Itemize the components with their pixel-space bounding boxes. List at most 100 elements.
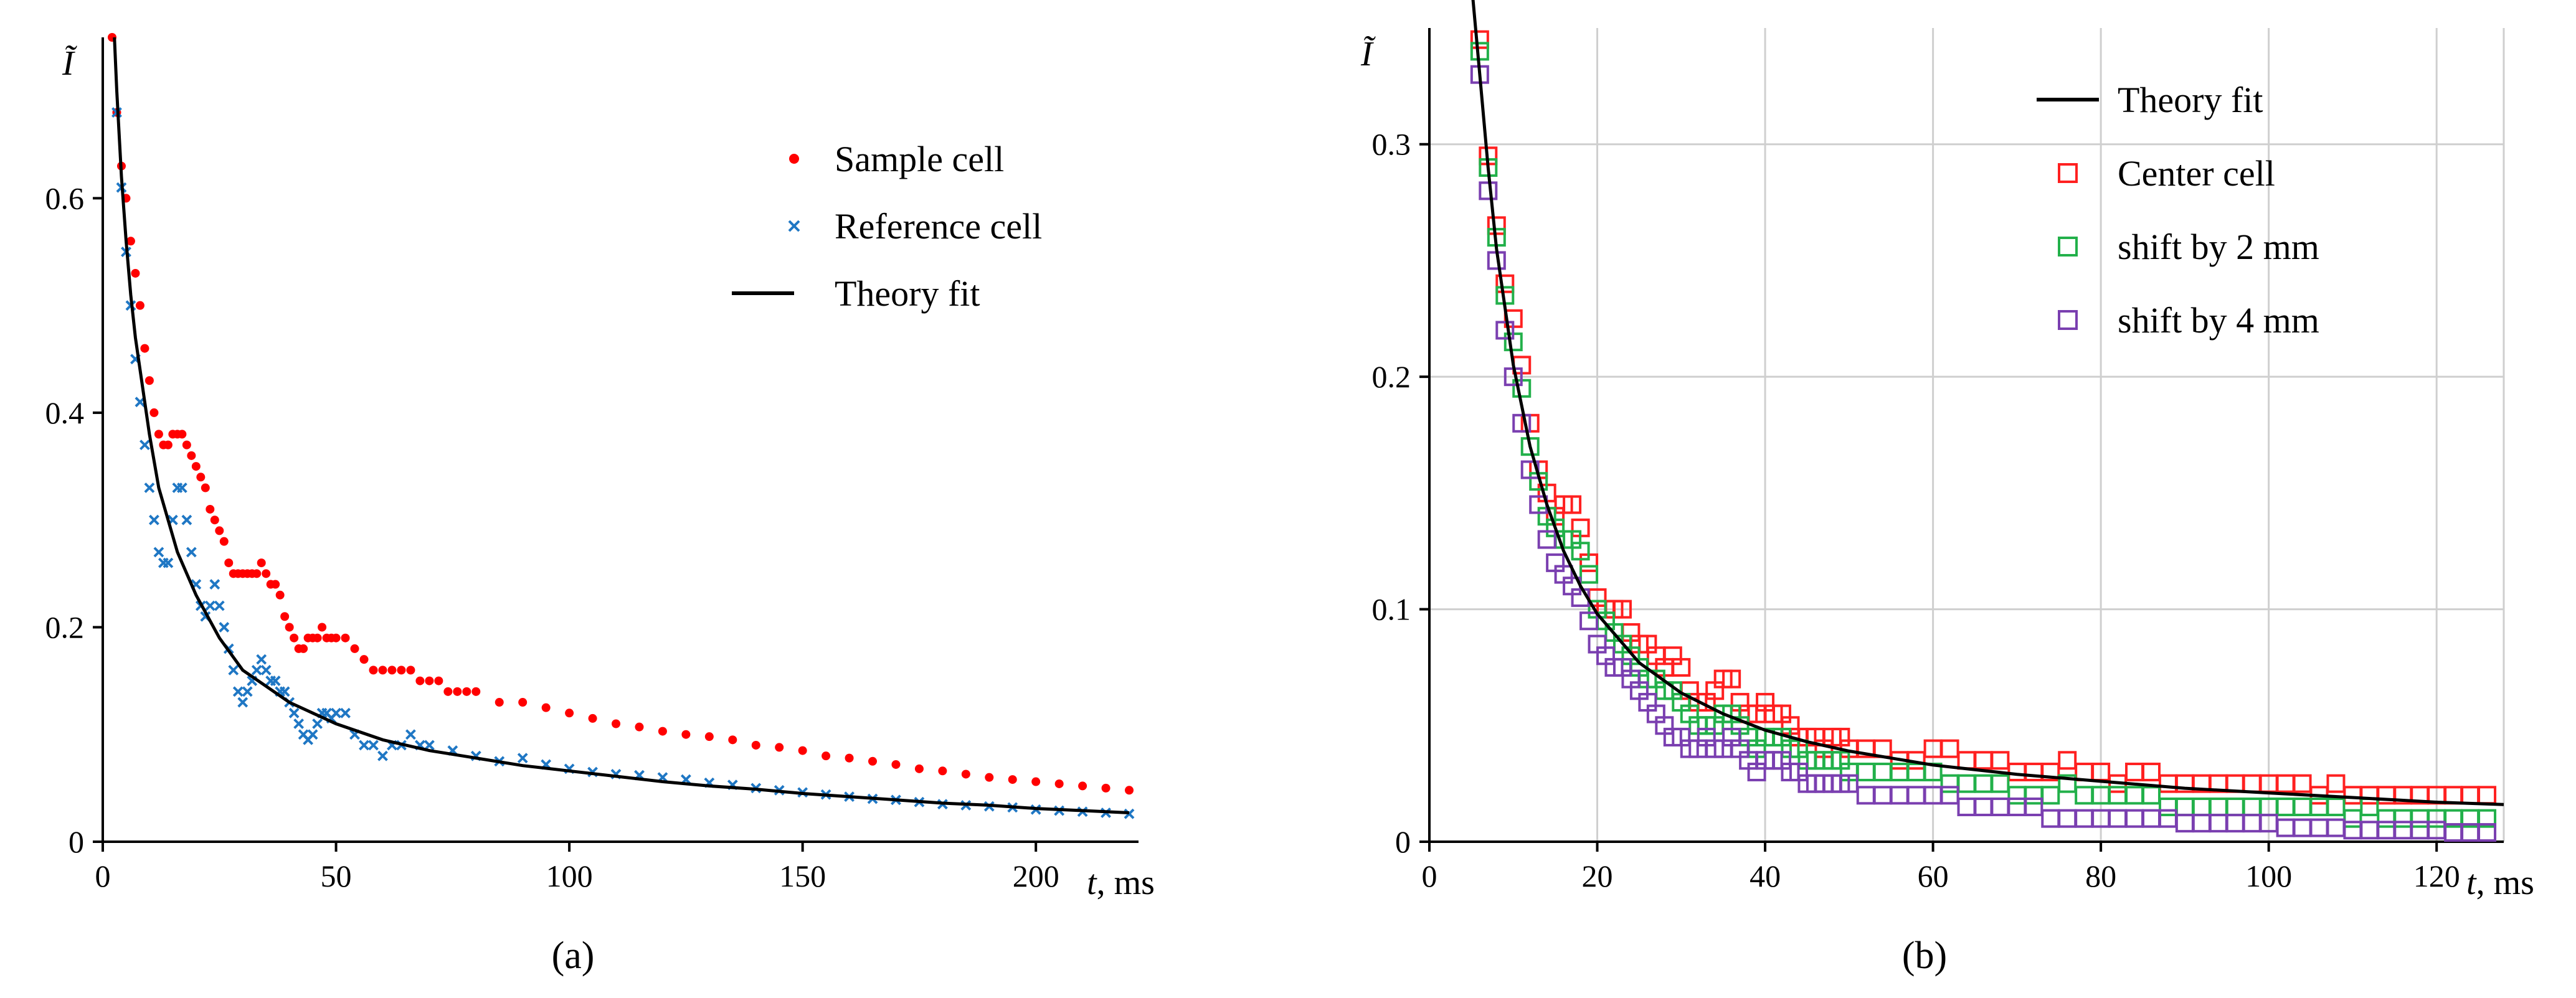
panel-a-series-0-point-20 <box>201 483 210 492</box>
panel-a-series-0-point-19 <box>196 473 206 482</box>
panel-a-series-1-point-23 <box>219 622 230 633</box>
panel-b-series-1-point-53 <box>1991 751 2010 770</box>
panel-b-series-1-point-58 <box>2075 762 2094 781</box>
panel-b-legend-symbol-1 <box>2058 163 2078 183</box>
panel-b-label: (b) <box>1902 934 1947 977</box>
panel-a-series-0-point-86 <box>1008 775 1017 784</box>
panel-b-series-1-point-70 <box>2276 774 2295 793</box>
panel-b-series-1-point-68 <box>2242 774 2261 793</box>
panel-b-series-1-point-57 <box>2058 751 2077 770</box>
panel-a-series-0-point-32 <box>257 558 266 568</box>
panel-b-y-label: Ĩ <box>1360 35 1376 73</box>
panel-a-series-0-point-91 <box>1125 786 1134 795</box>
panel-a-series-0-point-56 <box>406 666 415 675</box>
panel-a-series-0-point-5 <box>131 268 140 278</box>
panel-a-series-0-point-51 <box>359 655 369 664</box>
panel-b-series-3-point-64 <box>2175 814 2194 833</box>
panel-a-series-0-point-59 <box>434 676 443 685</box>
panel-a-series-0-point-18 <box>191 462 201 471</box>
panel-b-series-3-point-68 <box>2242 814 2261 833</box>
panel-a-series-1-point-20 <box>204 600 215 611</box>
panel-a-series-0-point-73 <box>704 732 714 741</box>
panel-b-y-tick-label-3: 0.3 <box>1372 127 1411 162</box>
panel-b-series-1-point-62 <box>2141 762 2161 781</box>
panel-b-y-tick-label-0: 0 <box>1395 824 1411 859</box>
panel-b-series-3-point-48 <box>1906 786 1926 805</box>
panel-b-series-3-point-76 <box>2377 821 2396 840</box>
panel-b-series-1-point-52 <box>1974 751 1993 770</box>
panel-a-series <box>107 33 1135 819</box>
panel-b-series-2-point-56 <box>2041 786 2060 805</box>
panel-a-series-1-point-21 <box>209 579 220 590</box>
panel-b-series-3-point-47 <box>1890 786 1909 805</box>
panel-b-series-2-point-73 <box>2326 797 2346 816</box>
panel-a-legend-label-2: Theory fit <box>835 273 980 314</box>
panel-b-series-3-point-46 <box>1873 786 1892 805</box>
panel-a-series-1-point-47 <box>331 707 341 718</box>
panel-a-series-0-point-63 <box>471 687 481 696</box>
panel-b-series-2-point-60 <box>2108 786 2128 805</box>
panel-b-series-3-point-44 <box>1839 774 1859 793</box>
panel-b-x-tick-label-2: 40 <box>1750 859 1781 893</box>
panel-b-series-1-point-61 <box>2125 762 2144 781</box>
panel-a-series-0-point-75 <box>751 740 760 750</box>
panel-b-series-2-point-67 <box>2225 797 2245 816</box>
panel-a-series-0-point-62 <box>462 687 471 696</box>
panel-a-series-0-point-52 <box>369 666 378 675</box>
panel-a-legend: Sample cell Reference cell Theory fit <box>732 139 1042 314</box>
panel-a-legend-symbol-0 <box>789 154 799 164</box>
panel-b-series-3-point-77 <box>2394 821 2413 840</box>
panel-a-series-0-point-67 <box>565 708 574 718</box>
panel-a-series-1-point-38 <box>288 707 300 718</box>
panel-a-x-tick-label-2: 100 <box>546 859 593 893</box>
panel-b-series-3-point-60 <box>2108 809 2128 828</box>
panel-b-series-2-point-45 <box>1856 762 1875 781</box>
panel-b-series-2-point-63 <box>2158 797 2177 816</box>
panel-b-x-label-var: t <box>2466 864 2477 902</box>
panel-b-series-3-point-3 <box>1495 321 1515 340</box>
panel-b-series-2-point-77 <box>2394 809 2413 828</box>
panel-a-series-0-point-53 <box>378 666 387 675</box>
panel-b-series-2-point-76 <box>2377 809 2396 828</box>
panel-a-series-0-point-10 <box>154 430 163 439</box>
panel-b-x-label: t, ms <box>2466 864 2534 902</box>
panel-b-legend-label-1: Center cell <box>2118 153 2275 194</box>
panel-b-series-3-point-56 <box>2041 809 2060 828</box>
panel-a-series-1-point-22 <box>214 600 225 611</box>
panel-b-series-3-point-45 <box>1856 786 1875 805</box>
panel-a-series-0-point-76 <box>775 743 784 752</box>
panel-b-series-2-point-64 <box>2175 797 2194 816</box>
panel-a-series-1-point-87 <box>1124 808 1135 819</box>
panel-b-series-2 <box>1470 42 2497 828</box>
panel-b-series-3-point-75 <box>2360 821 2379 840</box>
panel-b-series-1-point-54 <box>2007 762 2027 781</box>
panel-b-series-3-point-74 <box>2343 821 2362 840</box>
panel-b-series-2-point-55 <box>2024 786 2043 805</box>
panel-b-series-1-point-51 <box>1957 751 1976 770</box>
panel-a-series-1-point-25 <box>228 664 239 676</box>
panel-b-series-1-point-3 <box>1495 274 1515 293</box>
panel-b-series-3-point-78 <box>2410 821 2430 840</box>
panel-a-series-1-point-7 <box>144 483 155 493</box>
panel-b-series-1-point-56 <box>2041 762 2060 781</box>
panel-a-y-tick-label-2: 0.4 <box>45 395 85 430</box>
panel-a-series-0-point-57 <box>415 676 425 685</box>
panel-a-series-0-point-69 <box>612 719 621 728</box>
panel-b-legend-label-2: shift by 2 mm <box>2118 227 2319 267</box>
panel-a-theory-fit-line <box>113 37 1130 814</box>
panel-b-series-3 <box>1470 65 2497 842</box>
panel-a-series-0-point-90 <box>1101 783 1110 793</box>
panel-a-series-0-point-15 <box>178 430 187 439</box>
panel-b: 0 20 40 60 80 100 120 0 0.1 0.2 0.3 Ĩ t, ms Theory… <box>1360 0 2534 977</box>
panel-b-series-2-point-50 <box>1940 774 1959 793</box>
panel-a-series-2 <box>113 37 1130 814</box>
panel-a-series-0-point-61 <box>453 687 462 696</box>
panel-b-series-2-point-54 <box>2007 786 2027 805</box>
panel-b-series-2-point-57 <box>2058 774 2077 793</box>
panel-a-series-0-point-24 <box>219 537 229 546</box>
panel-b-legend-entry-0: Theory fit <box>2037 80 2263 120</box>
panel-b-series-1-point-11 <box>1563 495 1582 514</box>
panel-b-legend-entry-3: shift by 4 mm <box>2058 300 2319 341</box>
panel-b-series-3-point-50 <box>1940 786 1959 805</box>
